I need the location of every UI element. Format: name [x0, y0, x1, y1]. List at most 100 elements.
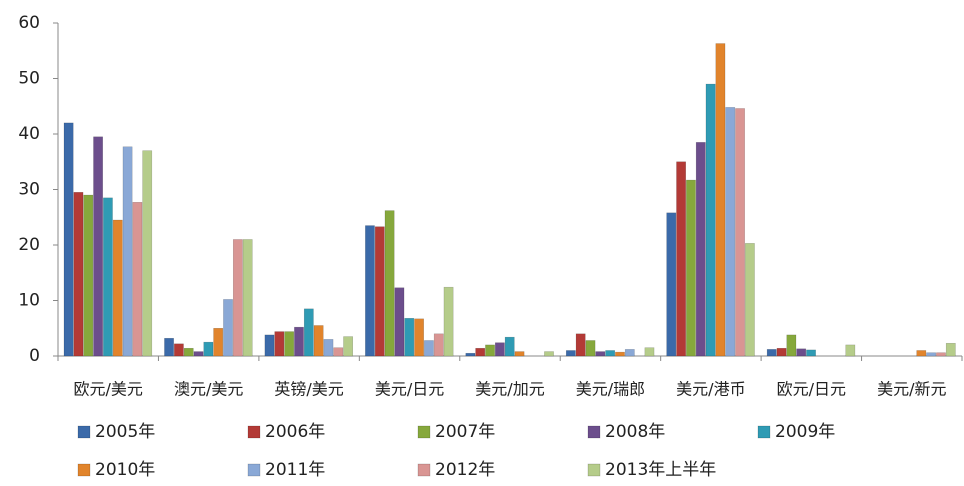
bar [916, 350, 927, 357]
legend-label: 2009年 [775, 422, 835, 442]
bar [313, 325, 324, 357]
bar [544, 351, 554, 357]
bar [715, 43, 726, 357]
legend-swatch [587, 425, 601, 439]
x-tick-label: 美元/加元 [475, 380, 544, 399]
bar [384, 210, 395, 357]
y-tick-label: 60 [18, 13, 40, 33]
legend-label: 2013年上半年 [605, 460, 716, 480]
bar [294, 326, 304, 357]
bar [73, 192, 84, 357]
bar [666, 212, 677, 357]
bar [103, 197, 113, 357]
bar [232, 239, 243, 357]
x-tick-label: 美元/新元 [877, 380, 946, 399]
x-tick-label: 欧元/美元 [74, 380, 143, 399]
bar [174, 343, 184, 357]
legend-swatch [247, 463, 261, 477]
bar [605, 350, 616, 357]
bar [284, 331, 295, 357]
bar [274, 331, 285, 357]
x-tick-label: 美元/港币 [676, 380, 745, 399]
bar [323, 339, 334, 357]
bar [615, 351, 625, 357]
bar [926, 352, 936, 357]
legend-swatch [417, 463, 431, 477]
bar [725, 107, 736, 357]
y-tick-label: 0 [29, 346, 40, 366]
bar [806, 349, 816, 357]
bar [404, 318, 415, 357]
bar [514, 351, 525, 357]
bar [475, 347, 486, 357]
bar [624, 349, 635, 357]
bar [786, 334, 797, 357]
bar [676, 161, 686, 357]
y-tick-label: 40 [18, 124, 40, 144]
bar [112, 219, 123, 357]
x-tick-label: 美元/瑞郎 [576, 380, 645, 399]
bar [93, 136, 103, 357]
bar [365, 225, 375, 357]
bar [264, 334, 275, 357]
bar [122, 146, 133, 357]
bar [735, 108, 745, 357]
bar [504, 336, 515, 357]
legend-label: 2005年 [95, 422, 155, 442]
x-tick-label: 美元/日元 [375, 380, 444, 399]
bar [705, 83, 716, 357]
bar [465, 352, 476, 357]
bar [565, 350, 576, 357]
bar [414, 318, 424, 357]
legend-label: 2011年 [265, 460, 325, 480]
x-tick-label: 澳元/美元 [174, 380, 243, 399]
bar [433, 333, 444, 357]
bar [343, 336, 353, 357]
y-tick-label: 10 [18, 291, 40, 311]
bar [223, 299, 233, 357]
x-tick-label: 欧元/日元 [777, 380, 846, 399]
bar [595, 351, 606, 357]
legend-swatch [417, 425, 431, 439]
bar [575, 333, 586, 357]
bar [203, 341, 214, 357]
legend-swatch [247, 425, 261, 439]
legend-label: 2006年 [265, 422, 325, 442]
y-tick-label: 50 [18, 69, 40, 89]
bar [63, 122, 74, 357]
bar [695, 142, 706, 357]
legend-label: 2007年 [435, 422, 495, 442]
legend-swatch [77, 425, 91, 439]
bar [142, 150, 153, 357]
y-tick-label: 30 [18, 180, 40, 200]
bar [644, 347, 655, 357]
legend-swatch [77, 463, 91, 477]
bar [394, 287, 405, 357]
bar [686, 179, 696, 357]
bar [333, 347, 344, 357]
legend-swatch [757, 425, 771, 439]
legend-label: 2008年 [605, 422, 665, 442]
bar [766, 349, 777, 357]
bar [796, 348, 807, 357]
x-tick-label: 英镑/美元 [274, 380, 343, 399]
bar [495, 342, 505, 357]
bar [213, 328, 224, 357]
legend-label: 2012年 [435, 460, 495, 480]
bar [303, 308, 314, 357]
legend-label: 2010年 [95, 460, 155, 480]
bar [936, 352, 946, 357]
bar [776, 347, 787, 357]
bar [443, 286, 454, 357]
bar [424, 340, 434, 357]
bar [845, 344, 856, 357]
bar [485, 344, 495, 357]
y-tick-label: 20 [18, 235, 40, 255]
bar [83, 194, 94, 357]
bar [132, 202, 143, 357]
bar [945, 342, 956, 357]
bar [745, 243, 755, 357]
bar [585, 340, 596, 357]
bar [374, 226, 385, 357]
